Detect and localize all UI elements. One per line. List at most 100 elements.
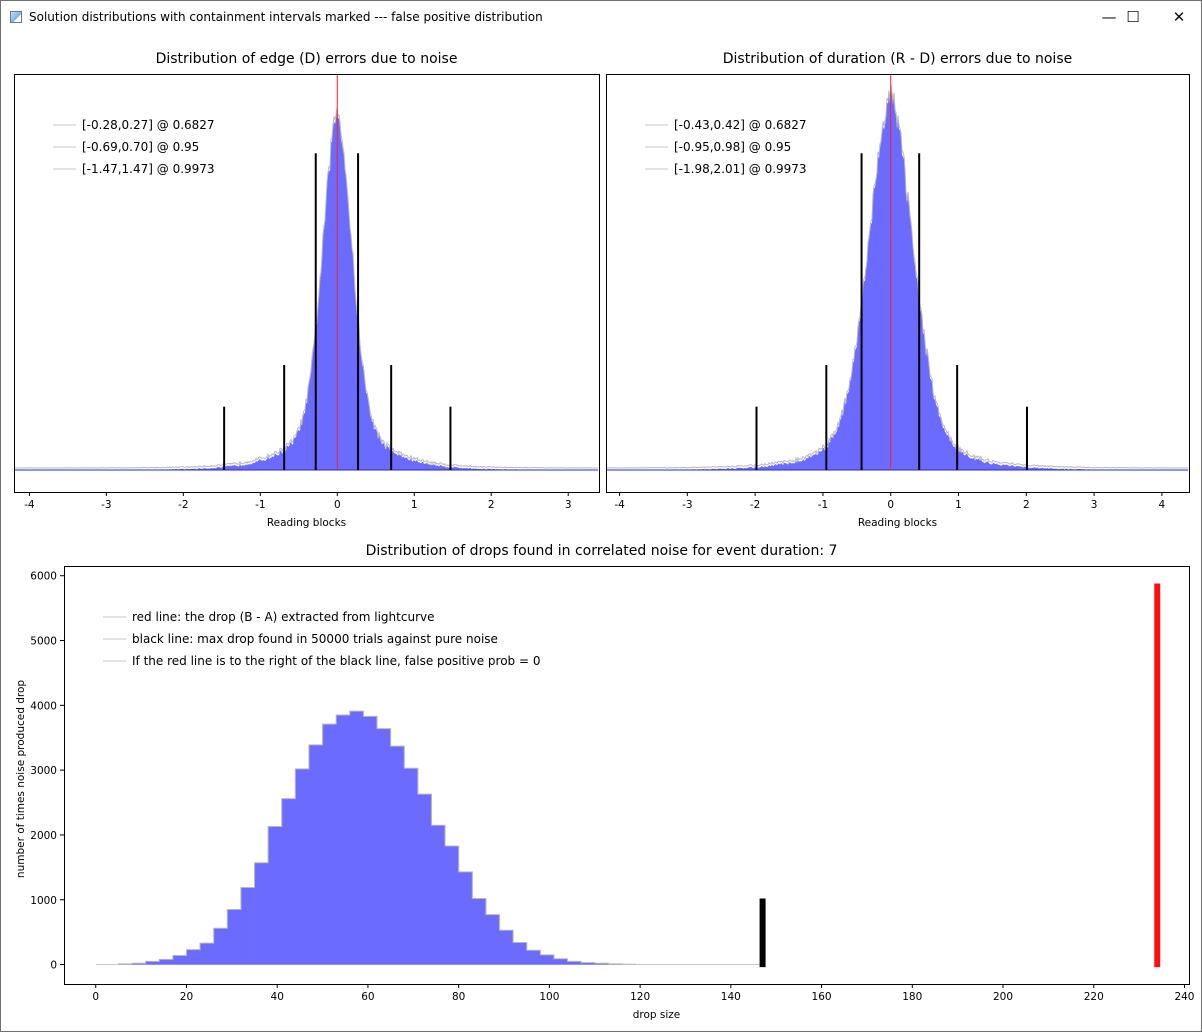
legend-entry: [-0.28,0.27] @ 0.6827 [82,118,215,132]
x-axis-label: Reading blocks [858,517,937,529]
y-tick-label: 5000 [30,636,57,648]
legend-entry: [-0.95,0.98] @ 0.95 [674,140,791,154]
x-tick-label: 220 [1084,991,1104,1003]
histogram-bar [363,716,378,965]
x-tick-label: 3 [565,499,572,511]
close-button[interactable]: ✕ [1156,1,1202,32]
legend-entry: [-0.43,0.42] @ 0.6827 [674,118,807,132]
histogram-bar [404,768,419,965]
histogram-bar [594,963,609,965]
x-tick-label: -3 [101,499,111,511]
y-tick-label: 4000 [30,700,57,712]
x-tick-label: 20 [180,991,193,1003]
x-tick-label: 180 [902,991,922,1003]
histogram-bar [377,728,392,965]
legend-entry: [-1.98,2.01] @ 0.9973 [674,162,807,176]
histogram-fill [607,88,1188,471]
histogram-bar [458,871,473,965]
histogram-outline [606,85,1189,469]
y-tick-label: 3000 [30,765,57,777]
y-tick-label: 0 [50,960,57,972]
y-axis-label: number of times noise produced drop [15,680,27,878]
histogram-bar [417,794,432,965]
x-tick-label: 60 [361,991,374,1003]
x-axis-label: drop size [633,1009,681,1021]
close-icon: ✕ [1172,7,1186,26]
x-tick-label: -4 [614,499,625,511]
histogram-bar [186,949,201,965]
x-tick-label: 120 [630,991,650,1003]
histogram-bar [540,954,555,965]
histogram-bar [513,942,528,965]
x-tick-label: 80 [452,991,465,1003]
histogram-bar [159,959,174,965]
histogram-outline [117,710,637,965]
y-tick-label: 2000 [30,830,57,842]
histogram-bar [145,961,160,965]
legend-entry: [-0.69,0.70] @ 0.95 [82,140,199,154]
minimize-button[interactable]: — [1086,1,1132,32]
histogram-bar [445,845,460,965]
x-axis-label: Reading blocks [267,517,346,529]
x-tick-label: -2 [750,499,760,511]
histogram-bar [227,909,242,965]
x-tick-label: 0 [92,991,99,1003]
legend-entry: If the red line is to the right of the b… [132,654,540,668]
histogram-bar [172,955,187,965]
x-tick-label: 0 [334,499,341,511]
x-tick-label: 140 [721,991,741,1003]
x-tick-label: 40 [271,991,284,1003]
x-tick-label: -3 [682,499,692,511]
histogram-bar [213,928,228,965]
x-tick-label: 160 [812,991,832,1003]
histogram-bar [295,768,310,965]
title-bar[interactable]: Solution distributions with containment … [1,1,1201,32]
x-tick-label: 100 [539,991,559,1003]
histogram-bar [268,826,283,965]
histogram-bar [526,950,541,965]
x-tick-label: 240 [1174,991,1194,1003]
x-tick-label: 0 [887,499,894,511]
y-tick-label: 6000 [30,571,57,583]
plot-duration-title: Distribution of duration (R - D) errors … [722,51,1073,67]
histogram-bar [322,724,337,965]
x-tick-label: 3 [1091,499,1098,511]
histogram-bar [254,862,269,965]
app-icon [10,10,22,23]
x-tick-label: -1 [818,499,828,511]
histogram-bar [349,711,364,965]
legend-entry: red line: the drop (B - A) extracted fro… [132,610,434,624]
maximize-icon: ☐ [1126,7,1140,26]
x-tick-label: 200 [993,991,1013,1003]
histogram-outline [15,107,599,469]
histogram-bar [472,898,487,965]
x-tick-label: 4 [1159,499,1166,511]
histogram-bar [431,825,446,965]
x-tick-label: -1 [255,499,265,511]
histogram-bar [132,963,147,965]
histogram-bar [200,943,215,965]
histogram-bar [336,715,351,965]
histogram-bar [308,744,323,965]
histogram-bar [499,930,514,965]
window-title: Solution distributions with containment … [29,9,543,24]
maximize-button[interactable]: ☐ [1110,1,1156,32]
x-tick-label: -2 [178,499,188,511]
y-tick-label: 1000 [30,895,57,907]
histogram-bar [281,798,296,965]
histogram-bar [581,962,596,965]
plot-drops-title: Distribution of drops found in correlate… [365,543,838,559]
histogram-bar [553,958,568,965]
x-tick-label: 1 [411,499,418,511]
x-tick-label: 2 [1023,499,1030,511]
plot-edge-title: Distribution of edge (D) errors due to n… [155,51,458,67]
legend-entry: [-1.47,1.47] @ 0.9973 [82,162,215,176]
histogram-bar [567,961,582,965]
histogram-bar [485,914,500,965]
x-tick-label: 2 [488,499,495,511]
histogram-bar [240,887,255,965]
